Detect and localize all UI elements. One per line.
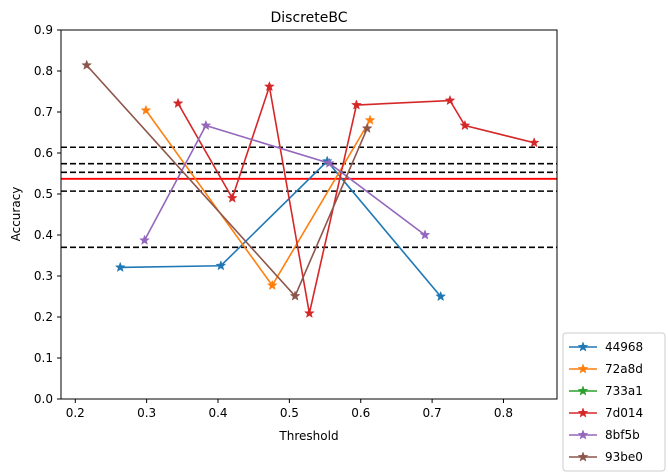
- series-93be0: [81, 59, 373, 301]
- data-point-8bf5b-2: [200, 119, 212, 131]
- data-point-8bf5b-3: [323, 157, 335, 168]
- y-tick-label: 0.5: [34, 187, 53, 201]
- y-tick-label: 0.9: [34, 23, 53, 37]
- data-point-44968-1: [114, 261, 126, 273]
- plot-area: [61, 59, 557, 318]
- legend-label: 72a8d: [605, 362, 643, 376]
- data-point-7d014-5: [351, 99, 362, 110]
- legend-item-72a8d: 72a8d: [569, 362, 643, 376]
- data-point-7d014-1: [172, 97, 184, 109]
- x-tick-label: 0.3: [137, 406, 156, 420]
- data-point-72a8d-2: [266, 279, 278, 291]
- x-tick-label: 0.6: [351, 406, 370, 420]
- series-72a8d: [140, 104, 376, 291]
- legend-label: 8bf5b: [605, 428, 640, 442]
- y-tick-label: 0.1: [34, 351, 53, 365]
- legend-item-7d014: 7d014: [569, 406, 643, 420]
- legend-marker: [577, 385, 589, 396]
- series-8bf5b: [139, 119, 431, 245]
- legend-label: 7d014: [605, 406, 643, 420]
- legend-item-44968: 44968: [569, 340, 643, 354]
- y-tick-label: 0.0: [34, 392, 53, 406]
- data-point-7d014-4: [303, 307, 315, 318]
- data-point-93be0-2: [289, 290, 301, 301]
- data-point-7d014-3: [263, 80, 275, 92]
- data-point-72a8d-3: [364, 114, 376, 125]
- x-axis-label: Threshold: [278, 429, 338, 443]
- legend-marker: [577, 341, 589, 352]
- legend-item-93be0: 93be0: [569, 450, 643, 464]
- data-point-8bf5b-1: [139, 234, 150, 245]
- data-point-7d014-2: [226, 192, 238, 203]
- y-tick-label: 0.6: [34, 146, 53, 160]
- legend: 44968 72a8d 733a1 7d014 8bf5b 93be0: [562, 332, 666, 472]
- y-axis: 0.0 0.1 0.2 0.3 0.4 0.5 0.6 0.7 0.8 0.9: [34, 23, 61, 406]
- legend-marker: [577, 407, 589, 418]
- legend-item-733a1: 733a1: [569, 384, 643, 398]
- legend-marker: [577, 429, 589, 440]
- series-line-8bf5b: [143, 124, 426, 241]
- x-tick-label: 0.2: [66, 406, 85, 420]
- y-tick-label: 0.3: [34, 269, 53, 283]
- plot-frame: [60, 29, 558, 400]
- x-tick-label: 0.7: [423, 406, 442, 420]
- y-axis-label: Accuracy: [9, 187, 23, 242]
- y-tick-label: 0.8: [34, 64, 53, 78]
- x-tick-label: 0.8: [494, 406, 513, 420]
- series-44968: [114, 155, 447, 302]
- x-tick-label: 0.5: [280, 406, 299, 420]
- data-point-44968-2: [215, 260, 227, 271]
- chart-title: DiscreteBC: [271, 10, 348, 26]
- y-tick-label: 0.4: [34, 228, 53, 242]
- series-line-44968: [120, 160, 442, 298]
- data-point-7d014-6: [444, 94, 456, 106]
- y-tick-label: 0.2: [34, 310, 53, 324]
- data-point-93be0-3: [361, 122, 373, 134]
- data-point-44968-4: [435, 290, 447, 302]
- legend-box: [562, 332, 666, 472]
- legend-label: 44968: [605, 340, 643, 354]
- data-point-72a8d-1: [140, 104, 152, 115]
- legend-marker: [577, 363, 589, 374]
- x-axis: 0.2 0.3 0.4 0.5 0.6 0.7 0.8: [66, 399, 513, 420]
- data-point-7d014-8: [528, 137, 540, 148]
- legend-item-8bf5b: 8bf5b: [569, 428, 640, 442]
- data-point-8bf5b-4: [419, 229, 431, 240]
- x-tick-label: 0.4: [208, 406, 227, 420]
- legend-label: 93be0: [605, 450, 643, 464]
- legend-label: 733a1: [605, 384, 643, 398]
- data-point-93be0-1: [81, 59, 93, 70]
- legend-marker: [577, 451, 589, 462]
- data-point-7d014-7: [459, 119, 471, 131]
- y-tick-label: 0.7: [34, 105, 53, 119]
